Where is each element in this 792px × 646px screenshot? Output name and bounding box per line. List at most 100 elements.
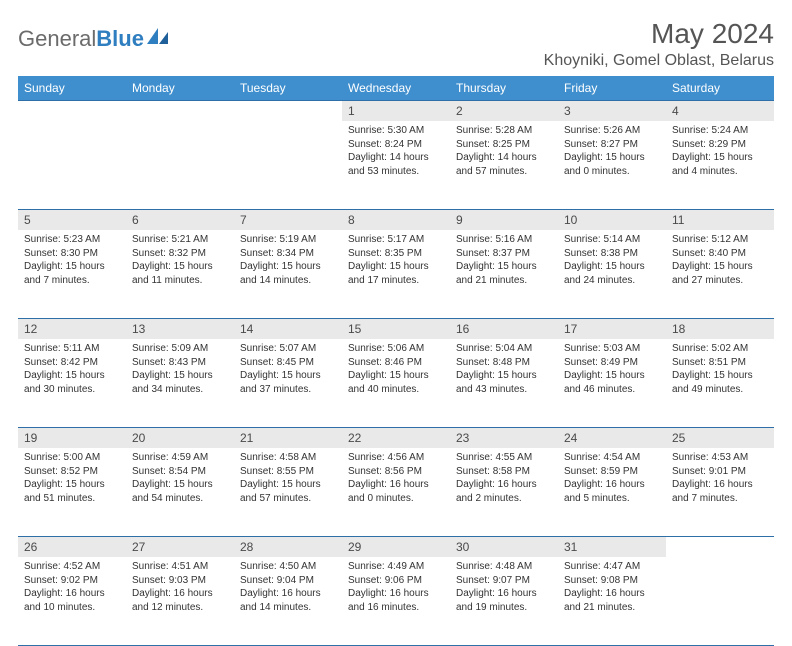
sunrise-text: Sunrise: 5:16 AM xyxy=(456,233,552,247)
day-content: Sunrise: 4:55 AMSunset: 8:58 PMDaylight:… xyxy=(450,448,558,511)
day-content: Sunrise: 5:12 AMSunset: 8:40 PMDaylight:… xyxy=(666,230,774,293)
daylight-text: Daylight: 16 hours and 12 minutes. xyxy=(132,587,228,614)
sunrise-text: Sunrise: 5:19 AM xyxy=(240,233,336,247)
daylight-text: Daylight: 15 hours and 24 minutes. xyxy=(564,260,660,287)
day-number: 12 xyxy=(18,318,126,339)
day-content: Sunrise: 5:02 AMSunset: 8:51 PMDaylight:… xyxy=(666,339,774,402)
sunrise-text: Sunrise: 4:58 AM xyxy=(240,451,336,465)
daylight-text: Daylight: 15 hours and 49 minutes. xyxy=(672,369,768,396)
sunset-text: Sunset: 8:56 PM xyxy=(348,465,444,479)
brand-logo: GeneralBlue xyxy=(18,18,169,52)
sunset-text: Sunset: 8:25 PM xyxy=(456,138,552,152)
day-number: 29 xyxy=(342,536,450,557)
weekday-header: Tuesday xyxy=(234,76,342,100)
day-number: 22 xyxy=(342,427,450,448)
sunrise-text: Sunrise: 5:30 AM xyxy=(348,124,444,138)
sunset-text: Sunset: 9:06 PM xyxy=(348,574,444,588)
title-block: May 2024 Khoyniki, Gomel Oblast, Belarus xyxy=(544,18,774,70)
daylight-text: Daylight: 15 hours and 54 minutes. xyxy=(132,478,228,505)
day-number: 10 xyxy=(558,209,666,230)
day-number: 23 xyxy=(450,427,558,448)
sunrise-text: Sunrise: 4:56 AM xyxy=(348,451,444,465)
weekday-header: Friday xyxy=(558,76,666,100)
day-number: 15 xyxy=(342,318,450,339)
day-content xyxy=(18,121,126,130)
brand-part2: Blue xyxy=(96,26,144,52)
sunset-text: Sunset: 8:27 PM xyxy=(564,138,660,152)
daylight-text: Daylight: 15 hours and 0 minutes. xyxy=(564,151,660,178)
sunset-text: Sunset: 8:38 PM xyxy=(564,247,660,261)
day-content: Sunrise: 4:52 AMSunset: 9:02 PMDaylight:… xyxy=(18,557,126,620)
day-content: Sunrise: 4:49 AMSunset: 9:06 PMDaylight:… xyxy=(342,557,450,620)
day-content: Sunrise: 5:09 AMSunset: 8:43 PMDaylight:… xyxy=(126,339,234,402)
daylight-text: Daylight: 15 hours and 30 minutes. xyxy=(24,369,120,396)
sunset-text: Sunset: 8:55 PM xyxy=(240,465,336,479)
sunset-text: Sunset: 8:58 PM xyxy=(456,465,552,479)
day-number: 19 xyxy=(18,427,126,448)
day-number: 16 xyxy=(450,318,558,339)
sunset-text: Sunset: 8:42 PM xyxy=(24,356,120,370)
day-content: Sunrise: 4:59 AMSunset: 8:54 PMDaylight:… xyxy=(126,448,234,511)
sunset-text: Sunset: 8:24 PM xyxy=(348,138,444,152)
month-title: May 2024 xyxy=(544,18,774,50)
sunset-text: Sunset: 8:46 PM xyxy=(348,356,444,370)
weekday-header: Sunday xyxy=(18,76,126,100)
sunset-text: Sunset: 8:35 PM xyxy=(348,247,444,261)
daylight-text: Daylight: 15 hours and 37 minutes. xyxy=(240,369,336,396)
daynum-row: 1234 xyxy=(18,100,774,121)
sunrise-text: Sunrise: 4:53 AM xyxy=(672,451,768,465)
day-number: 27 xyxy=(126,536,234,557)
day-content: Sunrise: 5:30 AMSunset: 8:24 PMDaylight:… xyxy=(342,121,450,184)
sunrise-text: Sunrise: 5:09 AM xyxy=(132,342,228,356)
sunset-text: Sunset: 9:08 PM xyxy=(564,574,660,588)
day-content: Sunrise: 5:23 AMSunset: 8:30 PMDaylight:… xyxy=(18,230,126,293)
sunset-text: Sunset: 9:04 PM xyxy=(240,574,336,588)
sunset-text: Sunset: 8:34 PM xyxy=(240,247,336,261)
logo-sail-icon xyxy=(147,26,169,52)
weekday-header: Wednesday xyxy=(342,76,450,100)
sunset-text: Sunset: 9:07 PM xyxy=(456,574,552,588)
sunrise-text: Sunrise: 4:49 AM xyxy=(348,560,444,574)
sunrise-text: Sunrise: 4:51 AM xyxy=(132,560,228,574)
sunset-text: Sunset: 8:40 PM xyxy=(672,247,768,261)
day-content: Sunrise: 5:07 AMSunset: 8:45 PMDaylight:… xyxy=(234,339,342,402)
sunrise-text: Sunrise: 5:17 AM xyxy=(348,233,444,247)
day-number: 18 xyxy=(666,318,774,339)
sunrise-text: Sunrise: 5:00 AM xyxy=(24,451,120,465)
sunset-text: Sunset: 8:43 PM xyxy=(132,356,228,370)
sunrise-text: Sunrise: 5:07 AM xyxy=(240,342,336,356)
daylight-text: Daylight: 16 hours and 21 minutes. xyxy=(564,587,660,614)
sunset-text: Sunset: 8:52 PM xyxy=(24,465,120,479)
weekday-header: Monday xyxy=(126,76,234,100)
daynum-row: 262728293031 xyxy=(18,536,774,557)
daylight-text: Daylight: 15 hours and 4 minutes. xyxy=(672,151,768,178)
sunrise-text: Sunrise: 5:24 AM xyxy=(672,124,768,138)
day-empty xyxy=(126,100,234,121)
daylight-text: Daylight: 15 hours and 17 minutes. xyxy=(348,260,444,287)
day-content: Sunrise: 5:28 AMSunset: 8:25 PMDaylight:… xyxy=(450,121,558,184)
sunrise-text: Sunrise: 5:21 AM xyxy=(132,233,228,247)
day-content: Sunrise: 5:17 AMSunset: 8:35 PMDaylight:… xyxy=(342,230,450,293)
daylight-text: Daylight: 16 hours and 2 minutes. xyxy=(456,478,552,505)
sunrise-text: Sunrise: 5:26 AM xyxy=(564,124,660,138)
daycontent-row: Sunrise: 5:30 AMSunset: 8:24 PM Daylight:… xyxy=(18,121,774,209)
sunrise-text: Sunrise: 5:14 AM xyxy=(564,233,660,247)
daylight-text: Daylight: 15 hours and 11 minutes. xyxy=(132,260,228,287)
daylight-text: Daylight: 16 hours and 14 minutes. xyxy=(240,587,336,614)
daylight-text: Daylight: 15 hours and 14 minutes. xyxy=(240,260,336,287)
sunset-text: Sunset: 8:37 PM xyxy=(456,247,552,261)
daylight-text: Daylight: 15 hours and 27 minutes. xyxy=(672,260,768,287)
sunset-text: Sunset: 8:48 PM xyxy=(456,356,552,370)
daylight-text: Daylight: 16 hours and 0 minutes. xyxy=(348,478,444,505)
daynum-row: 12131415161718 xyxy=(18,318,774,339)
daynum-row: 19202122232425 xyxy=(18,427,774,448)
day-number: 17 xyxy=(558,318,666,339)
daycontent-row: Sunrise: 5:11 AMSunset: 8:42 PMDaylight:… xyxy=(18,339,774,427)
day-number: 31 xyxy=(558,536,666,557)
sunrise-text: Sunrise: 4:50 AM xyxy=(240,560,336,574)
day-content: Sunrise: 5:16 AMSunset: 8:37 PMDaylight:… xyxy=(450,230,558,293)
day-number: 28 xyxy=(234,536,342,557)
day-number: 4 xyxy=(666,100,774,121)
day-content: Sunrise: 5:03 AMSunset: 8:49 PMDaylight:… xyxy=(558,339,666,402)
day-number: 20 xyxy=(126,427,234,448)
